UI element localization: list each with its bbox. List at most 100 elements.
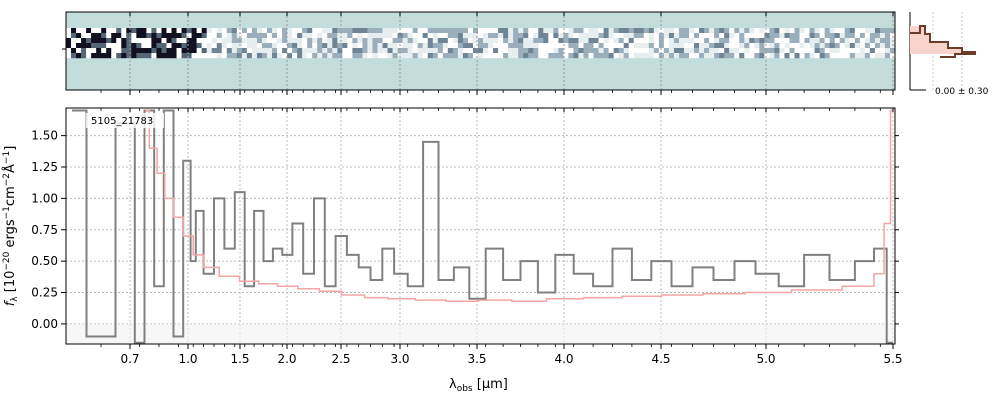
- twod-pixel: [472, 28, 479, 34]
- twod-pixel: [261, 28, 268, 34]
- twod-pixel: [402, 53, 408, 59]
- twod-pixel: [839, 48, 846, 54]
- twod-pixel: [689, 38, 695, 44]
- twod-pixel: [849, 43, 856, 49]
- twod-pixel: [156, 43, 162, 49]
- twod-pixel: [447, 43, 454, 49]
- twod-pixel: [648, 48, 655, 54]
- twod-pixel: [774, 53, 780, 59]
- x-tick-label: 3.5: [467, 352, 486, 366]
- twod-pixel: [704, 43, 710, 49]
- twod-pixel: [558, 48, 564, 54]
- twod-pixel: [573, 53, 579, 59]
- twod-pixel: [809, 53, 815, 59]
- twod-pixel: [191, 38, 197, 44]
- twod-pixel: [111, 33, 117, 39]
- twod-pixel: [457, 33, 464, 39]
- twod-pixel: [86, 48, 92, 54]
- twod-pixel: [387, 38, 393, 44]
- twod-pixel: [81, 48, 87, 54]
- twod-pixel: [759, 33, 765, 39]
- twod-pixel: [392, 38, 398, 44]
- twod-pixel: [508, 53, 514, 59]
- twod-pixel: [488, 28, 494, 34]
- twod-pixel: [714, 48, 720, 54]
- twod-pixel: [302, 38, 308, 44]
- twod-pixel: [96, 43, 102, 49]
- twod-pixel: [613, 38, 619, 44]
- series-flux: [72, 109, 893, 344]
- twod-pixel: [357, 33, 363, 39]
- twod-pixel: [613, 33, 619, 39]
- twod-pixel: [382, 28, 388, 34]
- twod-pixel: [151, 53, 157, 59]
- twod-pixel: [814, 33, 820, 39]
- twod-pixel: [201, 43, 207, 49]
- twod-pixel: [884, 53, 891, 59]
- twod-pixel: [774, 38, 780, 44]
- twod-pixel: [809, 33, 815, 39]
- twod-pixel: [136, 33, 142, 39]
- twod-pixel: [342, 38, 348, 44]
- twod-pixel: [106, 28, 112, 34]
- y-tick-label: 0.75: [31, 223, 58, 237]
- twod-pixel: [653, 38, 660, 44]
- twod-pixel: [216, 28, 223, 34]
- twod-pixel: [739, 33, 745, 39]
- twod-pixel: [462, 33, 469, 39]
- twod-pixel: [447, 38, 454, 44]
- twod-pixel: [91, 28, 97, 34]
- twod-pixel: [603, 33, 609, 39]
- twod-pixel: [86, 53, 92, 59]
- twod-pixel: [251, 53, 258, 59]
- twod-pixel: [744, 33, 750, 39]
- twod-pixel: [201, 53, 207, 59]
- twod-pixel: [302, 33, 308, 39]
- twod-pixel: [518, 53, 524, 59]
- twod-pixel: [719, 48, 725, 54]
- twod-pixel: [176, 53, 182, 59]
- twod-pixel: [508, 28, 514, 34]
- twod-pixel: [161, 38, 167, 44]
- twod-pixel: [558, 38, 564, 44]
- twod-pixel: [638, 38, 645, 44]
- twod-pixel: [533, 43, 539, 49]
- twod-pixel: [151, 38, 157, 44]
- twod-pixel: [302, 43, 308, 49]
- twod-pixel: [663, 33, 670, 39]
- twod-pixel: [699, 38, 705, 44]
- twod-pixel: [759, 28, 765, 34]
- twod-pixel: [166, 53, 172, 59]
- twod-pixel: [568, 48, 574, 54]
- twod-pixel: [362, 48, 368, 54]
- twod-pixel: [427, 53, 434, 59]
- twod-pixel: [357, 48, 363, 54]
- twod-pixel: [638, 43, 645, 49]
- twod-pixel: [824, 43, 830, 49]
- twod-pixel: [332, 28, 338, 34]
- twod-pixel: [819, 28, 825, 34]
- twod-pixel: [689, 43, 695, 49]
- y-tick-label: 1.00: [31, 191, 58, 205]
- twod-pixel: [608, 43, 614, 49]
- twod-pixel: [849, 38, 856, 44]
- twod-pixel: [829, 28, 835, 34]
- series-uncertainty: [145, 109, 893, 303]
- twod-pixel: [804, 48, 810, 54]
- twod-pixel: [432, 33, 439, 39]
- twod-pixel: [503, 33, 509, 39]
- twod-pixel: [307, 48, 313, 54]
- twod-pixel: [377, 33, 383, 39]
- twod-pixel: [282, 43, 288, 49]
- twod-pixel: [493, 28, 499, 34]
- twod-pixel: [799, 43, 805, 49]
- twod-pixel: [462, 43, 469, 49]
- twod-pixel: [854, 48, 861, 54]
- twod-pixel: [699, 28, 705, 34]
- twod-pixel: [749, 48, 755, 54]
- twod-pixel: [553, 38, 559, 44]
- twod-pixel: [533, 38, 539, 44]
- twod-pixel: [483, 48, 489, 54]
- twod-pixel: [146, 43, 152, 49]
- twod-pixel: [392, 43, 398, 49]
